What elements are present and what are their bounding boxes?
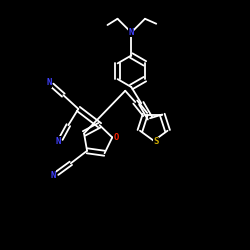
Text: N: N [55,137,60,146]
Text: N: N [46,78,52,87]
Text: O: O [113,133,119,142]
Text: N: N [51,171,56,180]
Text: S: S [154,138,159,146]
Text: N: N [128,28,134,37]
